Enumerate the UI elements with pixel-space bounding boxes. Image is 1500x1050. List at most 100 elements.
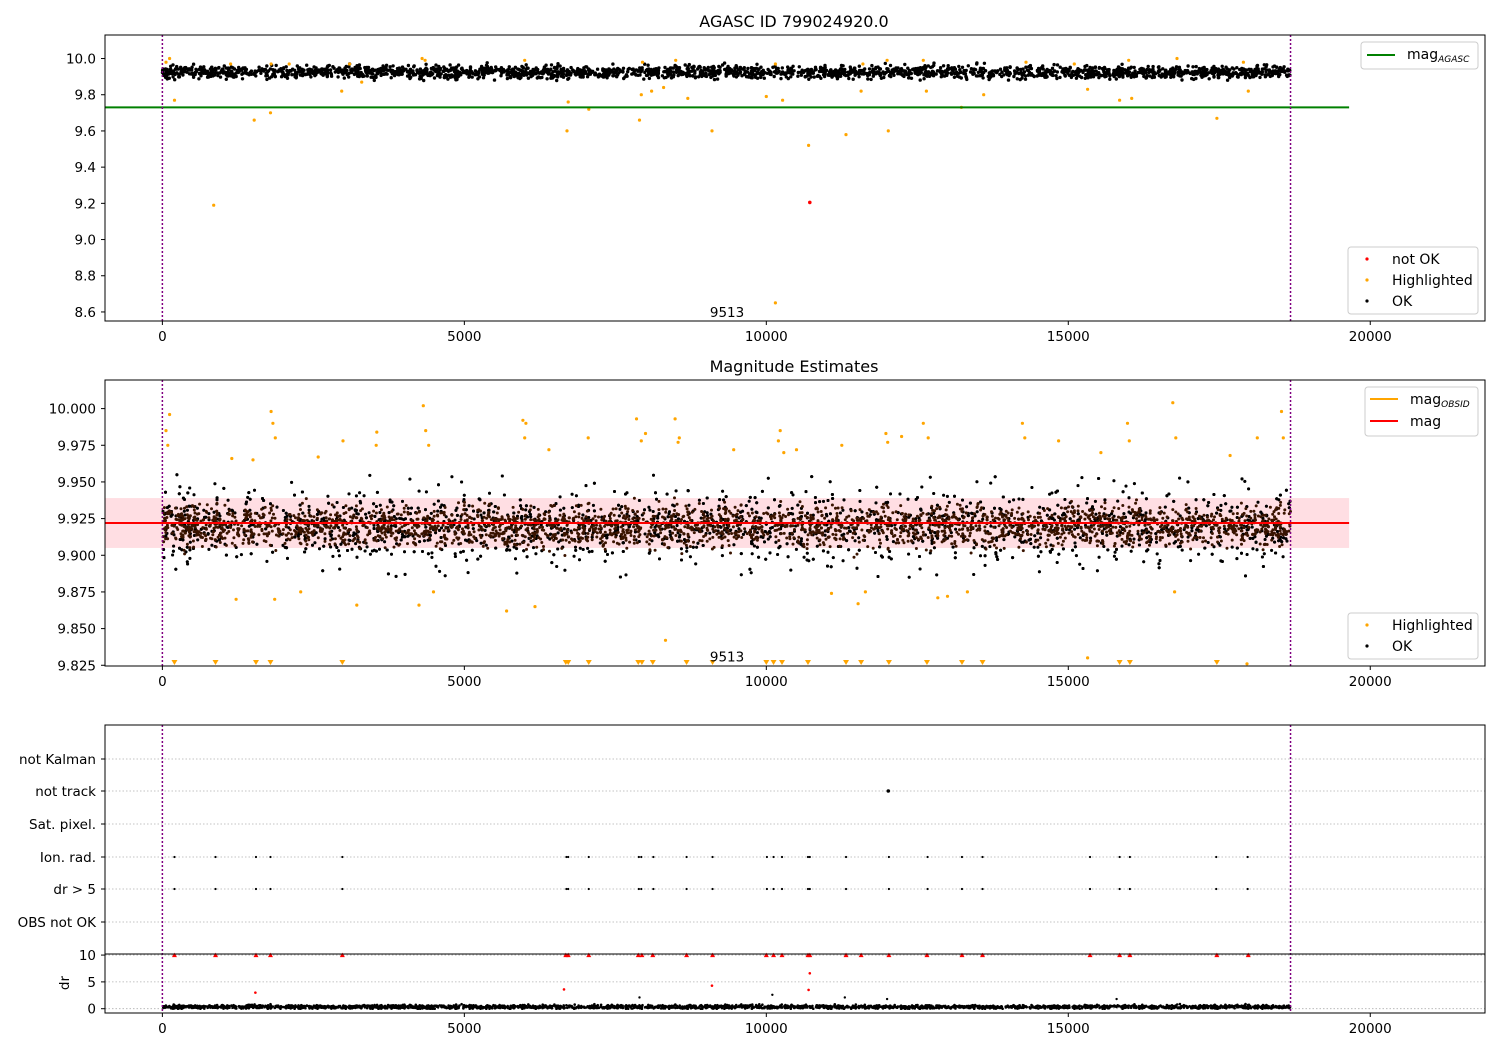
- ok-point: [960, 65, 965, 70]
- ok-point: [896, 66, 900, 70]
- ok-point: [312, 65, 316, 69]
- ok-point: [417, 71, 421, 75]
- ok-point: [809, 75, 813, 79]
- ok-point: [552, 73, 556, 78]
- highlighted-point: [565, 129, 569, 133]
- ok-point: [1058, 75, 1062, 80]
- ok-point: [1255, 64, 1259, 68]
- ok-point: [363, 65, 367, 70]
- ok-point: [406, 63, 411, 68]
- ok-point: [369, 75, 373, 79]
- ok-point: [1015, 66, 1019, 70]
- ok-point: [638, 73, 642, 77]
- ok-point: [934, 72, 938, 76]
- ok-point: [643, 62, 647, 66]
- ok-point: [918, 78, 922, 82]
- ok-point: [391, 64, 395, 68]
- ok-point: [1191, 70, 1195, 74]
- ok-point: [836, 73, 840, 78]
- ok-point: [810, 71, 814, 75]
- ok-point: [707, 69, 711, 73]
- highlighted-point: [340, 89, 344, 93]
- ok-point: [1257, 69, 1261, 74]
- ok-point: [786, 76, 790, 81]
- legend-highlighted-swatch: [1365, 278, 1369, 282]
- highlighted-point: [1175, 56, 1179, 61]
- ok-point: [642, 77, 646, 81]
- ok-point: [470, 75, 474, 79]
- ok-point: [388, 65, 392, 69]
- ok-point: [217, 65, 221, 70]
- ok-point: [460, 66, 464, 70]
- ok-point: [734, 75, 739, 79]
- ok-point: [601, 67, 605, 71]
- ok-point: [295, 64, 299, 68]
- ok-point: [686, 69, 690, 74]
- ok-point: [742, 72, 747, 76]
- ok-point: [194, 67, 198, 72]
- ok-point: [176, 67, 180, 71]
- ok-point: [434, 63, 438, 67]
- ok-point: [443, 73, 447, 78]
- ok-point: [1251, 75, 1255, 79]
- ok-point: [1286, 67, 1290, 71]
- ok-point: [1265, 68, 1269, 72]
- ok-point: [1015, 77, 1019, 81]
- ok-point: [524, 63, 528, 67]
- ok-point: [729, 71, 733, 75]
- ok-point: [556, 75, 560, 79]
- ok-point: [1258, 75, 1262, 80]
- ok-point: [902, 74, 906, 79]
- ok-point: [274, 63, 278, 68]
- ok-point: [803, 69, 807, 73]
- highlighted-point: [982, 93, 986, 97]
- ok-point: [1023, 77, 1028, 81]
- ok-point: [1238, 67, 1242, 72]
- ok-point: [1128, 73, 1132, 77]
- highlighted-point: [1241, 60, 1245, 64]
- ok-point: [505, 73, 509, 77]
- ok-point: [284, 65, 288, 69]
- ok-point: [927, 70, 931, 74]
- highlighted-point: [212, 203, 216, 207]
- ok-point: [940, 70, 945, 74]
- ok-point: [249, 69, 254, 73]
- ok-point: [437, 70, 441, 74]
- ok-point: [624, 73, 629, 77]
- ok-point: [755, 62, 759, 66]
- ok-point: [946, 63, 950, 68]
- ok-point: [200, 68, 204, 72]
- highlighted-point: [287, 62, 291, 66]
- highlighted-point: [269, 62, 273, 66]
- ok-point: [797, 65, 801, 69]
- ok-point: [842, 71, 846, 75]
- highlighted-point: [1215, 116, 1219, 120]
- y-tick-label: 9.8: [75, 88, 96, 104]
- ok-point: [908, 69, 912, 73]
- ok-point: [249, 72, 254, 77]
- ok-point: [265, 73, 269, 78]
- ok-point: [1172, 75, 1176, 79]
- ok-point: [1266, 72, 1271, 77]
- ok-point: [1071, 73, 1076, 78]
- ok-point: [660, 74, 665, 78]
- ok-point: [857, 75, 861, 79]
- ok-point: [407, 69, 412, 73]
- highlighted-point: [1118, 98, 1122, 102]
- highlighted-point: [637, 118, 642, 122]
- ok-point: [757, 67, 761, 71]
- ok-point: [1212, 64, 1216, 69]
- ok-point: [412, 65, 416, 69]
- ok-point: [359, 70, 363, 75]
- ok-point: [1265, 63, 1269, 67]
- ok-point: [749, 66, 754, 70]
- ok-point: [519, 68, 523, 73]
- ok-point: [535, 76, 539, 80]
- ok-point: [645, 67, 650, 72]
- ok-point: [980, 73, 985, 77]
- ok-point: [218, 75, 223, 79]
- ok-point: [766, 67, 770, 72]
- ok-point: [604, 68, 608, 72]
- y-tick-label: 8.8: [75, 269, 96, 285]
- ok-point: [214, 68, 218, 72]
